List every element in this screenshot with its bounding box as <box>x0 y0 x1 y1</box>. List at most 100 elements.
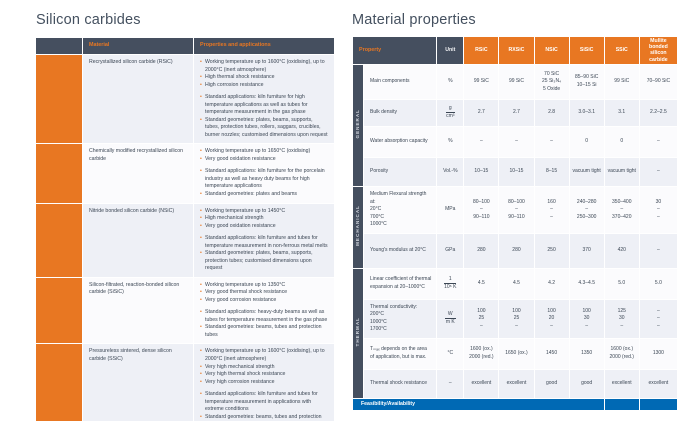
bullet-item: • Very high corrosion resistance <box>200 379 328 387</box>
material-column-header: RSiC <box>464 37 499 64</box>
bullet-item: • Very good thermal shock resistance <box>200 289 328 297</box>
bullet-text: Very high thermal shock resistance <box>205 371 286 378</box>
table-row: Bulk density g cm³ 2.7 2.7 2.8 3.0–3.1 3.… <box>353 99 677 126</box>
value-cell: 250 <box>534 233 569 268</box>
value-cell: 4.3–4.5 <box>569 268 604 299</box>
bullet-list: • Standard applications: heavy-duty beams… <box>200 309 328 339</box>
unit-cell: GPa <box>437 233 464 268</box>
table-row: Recrystallized silicon carbide (RSiC) • W… <box>36 55 334 144</box>
bullet-item: • High thermal shock resistance <box>200 74 328 82</box>
value-cell: – <box>639 126 677 157</box>
property-name: Young's modulus at 20°C <box>364 233 437 268</box>
bullet-icon: • <box>200 235 202 242</box>
bullet-item: • Standard geometries: plates, beams, sup… <box>200 117 328 140</box>
value-cell: 70 SiC 25 Si₃N₄ 5 Oxide <box>534 64 569 99</box>
table-row: Chemically modified recrystallized silic… <box>36 144 334 203</box>
bullet-item: • Working temperature up to 1600°C (oxidi… <box>200 59 328 74</box>
unit-cell: MPa <box>437 186 464 233</box>
properties-cell: • Working temperature up to 1600°C (oxidi… <box>194 55 334 144</box>
bullet-text: Very good thermal shock resistance <box>205 289 288 296</box>
bullet-text: High corrosion resistance <box>205 81 264 88</box>
value-cell: – – – <box>639 299 677 338</box>
value-cell: 160 – – <box>534 186 569 233</box>
unit-cell: % <box>437 126 464 157</box>
bullet-text: Standard applications: kiln furniture an… <box>205 391 318 413</box>
unit-cell: % <box>437 64 464 99</box>
table-header-row: Material Properties and applications <box>36 38 334 54</box>
bullet-icon: • <box>200 148 202 155</box>
bullet-text: Standard applications: kiln furniture an… <box>205 235 328 249</box>
bullet-text: Working temperature up to 1650°C (oxidis… <box>205 148 311 155</box>
value-cell: 85–90 SiC 10–15 Si <box>569 64 604 99</box>
value-cell: 5.0 <box>604 268 639 299</box>
bullet-list: • Standard applications: kiln furniture f… <box>200 168 328 198</box>
bullet-text: Working temperature up to 1450°C <box>205 207 286 214</box>
bullet-text: Very good corrosion resistance <box>205 296 277 303</box>
property-name: Bulk density <box>364 99 437 126</box>
bullet-item: • Standard applications: heavy-duty beams… <box>200 309 328 324</box>
table-row: GENERAL Main components % 99 SiC 99 SiC … <box>353 64 677 186</box>
value-cell: 420 <box>604 233 639 268</box>
left-panel-title: Silicon carbides <box>36 12 141 28</box>
bullet-item: • Standard applications: kiln furniture f… <box>200 94 328 117</box>
value-cell: 3.0–3.1 <box>569 99 604 126</box>
bullet-icon: • <box>200 74 202 81</box>
bullet-icon: • <box>200 289 202 296</box>
bullet-item: • Very good oxidation resistance <box>200 223 328 231</box>
bullet-text: High mechanical strength <box>205 215 264 222</box>
value-cell: 370 <box>569 233 604 268</box>
properties-cell: • Working temperature up to 1450°C • High m… <box>194 203 334 277</box>
bullet-icon: • <box>200 413 202 420</box>
bullet-text: Standard applications: heavy-duty beams … <box>205 309 328 323</box>
bullet-text: Working temperature up to 1600°C (oxidis… <box>205 348 325 362</box>
value-cell: 5.0 <box>639 268 677 299</box>
value-cell: 280 <box>499 233 534 268</box>
material-name: Chemically modified recrystallized silic… <box>83 144 193 203</box>
value-cell: 80–100 – 90–110 <box>499 186 534 233</box>
bullet-text: Standard geometries: plates and beams <box>205 190 297 197</box>
bullet-icon: • <box>200 348 202 355</box>
bullet-text: Very high mechanical strength <box>205 363 275 370</box>
value-cell: 10–15 <box>499 157 534 186</box>
bullet-icon: • <box>200 116 202 123</box>
value-cell: 99 SiC <box>499 64 534 99</box>
bullet-icon: • <box>200 222 202 229</box>
bullet-icon: • <box>200 378 202 385</box>
silicon-carbides-table: Material Properties and applications Rec… <box>36 38 334 421</box>
unit-column-header: Unit <box>437 37 464 64</box>
table-row: Thermal shock resistance – excellent exc… <box>353 369 677 398</box>
table-row: Pressureless sintered, dense silicon car… <box>36 344 334 421</box>
value-cell: 4.5 <box>464 268 499 299</box>
unit-cell: – <box>437 369 464 398</box>
table-row: Silicon-filtrated, reaction-bonded silic… <box>36 277 334 344</box>
properties-cell: • Working temperature up to 1350°C • Very g… <box>194 277 334 344</box>
bullet-icon: • <box>200 168 202 175</box>
bullet-icon: • <box>200 207 202 214</box>
bullet-text: Standard applications: kiln furniture fo… <box>205 94 308 116</box>
bullet-text: Standard geometries: plates, beams, supp… <box>205 116 328 138</box>
value-cell: 2.8 <box>534 99 569 126</box>
bullet-icon: • <box>200 296 202 303</box>
table-row: Young's modulus at 20°C GPa 280 280 250 … <box>353 233 677 268</box>
value-cell: vacuum tight <box>604 157 639 186</box>
value-cell: – <box>639 157 677 186</box>
bullet-item: • Standard geometries: beams, tubes and p… <box>200 324 328 339</box>
value-cell: 100 30 – <box>569 299 604 338</box>
bullet-list: • Working temperature up to 1650°C (oxidi… <box>200 148 328 163</box>
value-cell: 3.1 <box>604 99 639 126</box>
unit-cell: °C <box>437 338 464 369</box>
value-cell: 70–90 SiC <box>639 64 677 99</box>
unit-cell: g cm³ <box>437 99 464 126</box>
property-column-header: Property <box>353 37 437 64</box>
value-cell: 99 SiC <box>604 64 639 99</box>
material-name: Pressureless sintered, dense silicon car… <box>83 344 193 421</box>
bullet-list: • Standard applications: kiln furniture a… <box>200 235 328 273</box>
group-label-mechanical: MECHANICAL <box>353 186 364 268</box>
bullet-text: High thermal shock resistance <box>205 74 275 81</box>
feasibility-cell <box>639 398 677 410</box>
property-name: Thermal conductivity: 200°C 1000°C 1700°… <box>364 299 437 338</box>
bullet-text: Standard geometries: beams, tubes and pr… <box>205 324 322 338</box>
bullet-text: Very high corrosion resistance <box>205 378 275 385</box>
